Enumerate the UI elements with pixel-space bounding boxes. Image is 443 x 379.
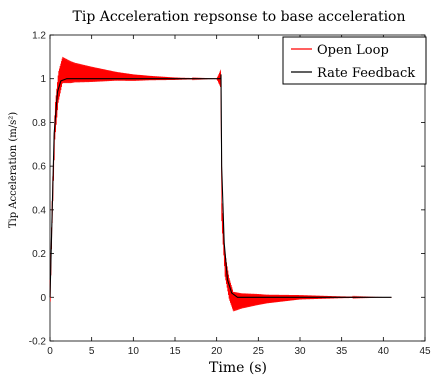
legend: Open Loop Rate Feedback: [282, 36, 427, 85]
legend-label-open-loop: Open Loop: [317, 43, 389, 58]
x-tick-label: 25: [253, 346, 265, 357]
series-rate-feedback: [49, 74, 392, 298]
x-tick-label: 35: [336, 346, 348, 357]
y-tick-label: 0: [40, 293, 46, 304]
plot-area: 0 5 10 15 20 25 30 35 40 45-0.200.20.40.60.811.2: [29, 31, 431, 358]
y-tick-label: 1: [40, 74, 46, 85]
y-axis-label: Tip Acceleration (m/s²): [8, 112, 19, 228]
y-tick-label: -0.2: [29, 337, 47, 348]
legend-label-rate-feedback: Rate Feedback: [317, 66, 415, 81]
x-tick-label: 45: [419, 346, 431, 357]
x-tick-label: 10: [128, 346, 140, 357]
chart-title: Tip Acceleration repsonse to base accele…: [73, 9, 406, 25]
x-tick-label: 20: [211, 346, 223, 357]
x-tick-label: 5: [89, 346, 95, 357]
x-tick-label: 0: [47, 346, 53, 357]
legend-box: [282, 36, 427, 85]
x-tick-label: 30: [294, 346, 306, 357]
y-tick-label: 0.2: [32, 249, 46, 260]
y-tick-label: 0.6: [32, 162, 46, 173]
x-tick-label: 40: [378, 346, 390, 357]
x-axis-label: Time (s): [209, 360, 267, 376]
axes-frame: [49, 34, 426, 342]
y-tick-label: 0.4: [32, 205, 46, 216]
y-tick-label: 1.2: [32, 31, 46, 42]
x-tick-label: 15: [169, 346, 181, 357]
y-tick-label: 0.8: [32, 118, 46, 129]
